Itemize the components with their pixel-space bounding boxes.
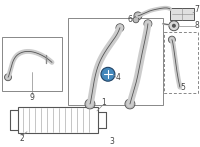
- Bar: [164, 32, 198, 93]
- Circle shape: [85, 99, 95, 109]
- Text: 8: 8: [195, 21, 199, 30]
- Circle shape: [101, 67, 115, 81]
- Text: 3: 3: [109, 137, 114, 146]
- Circle shape: [134, 12, 142, 20]
- Circle shape: [133, 17, 139, 23]
- Bar: [2, 37, 62, 91]
- Bar: [170, 8, 194, 20]
- Text: 2: 2: [20, 134, 24, 143]
- Circle shape: [144, 20, 152, 28]
- Circle shape: [4, 74, 11, 81]
- Circle shape: [168, 36, 175, 43]
- Text: 4: 4: [115, 73, 120, 82]
- Bar: [18, 107, 98, 133]
- Circle shape: [169, 21, 179, 31]
- Text: 6: 6: [127, 15, 132, 24]
- Text: 7: 7: [194, 5, 199, 14]
- Text: 9: 9: [30, 93, 34, 102]
- Circle shape: [116, 24, 124, 32]
- Circle shape: [172, 24, 176, 28]
- Bar: [68, 18, 163, 105]
- Circle shape: [125, 99, 135, 109]
- Text: 5: 5: [180, 83, 185, 92]
- Text: 1: 1: [102, 98, 106, 107]
